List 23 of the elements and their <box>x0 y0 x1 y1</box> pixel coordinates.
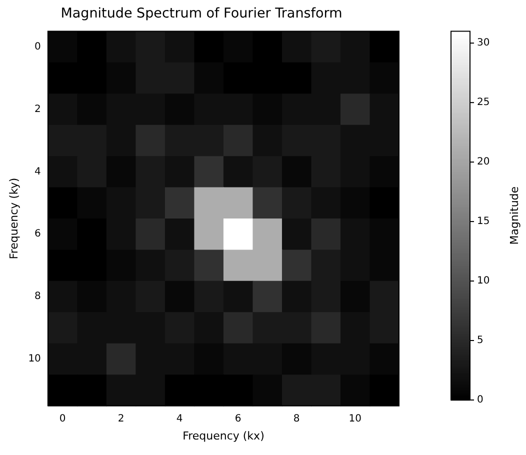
y-tick-label: 2 <box>34 104 41 115</box>
y-tick-label: 0 <box>34 41 41 52</box>
color-bar-label: 30 <box>477 38 490 49</box>
y-tick-label: 6 <box>34 228 41 240</box>
color-bar-title: Magnitude <box>508 186 521 245</box>
x-axis-title: Frequency (kx) <box>182 429 264 442</box>
color-bar-label: 20 <box>477 156 490 168</box>
color-bar-label: 25 <box>477 97 490 108</box>
color-bar-label: 10 <box>477 276 490 287</box>
y-tick-label: 4 <box>34 166 41 178</box>
x-tick-label: 8 <box>293 413 300 424</box>
color-bar-label: 5 <box>477 335 484 346</box>
x-tick-label: 0 <box>59 413 66 424</box>
y-tick-label: 10 <box>28 354 41 365</box>
x-tick-label: 2 <box>118 413 124 424</box>
color-bar-label: 15 <box>477 216 490 228</box>
x-tick-label: 10 <box>348 413 362 424</box>
x-tick-label: 4 <box>176 413 183 424</box>
color-bar-label: 0 <box>477 394 484 406</box>
y-axis-title: Frequency (ky) <box>7 178 20 260</box>
y-tick-label: 8 <box>34 291 41 302</box>
x-tick-label: 6 <box>234 413 242 424</box>
chart-title: Magnitude Spectrum of Fourier Transform <box>60 6 342 22</box>
